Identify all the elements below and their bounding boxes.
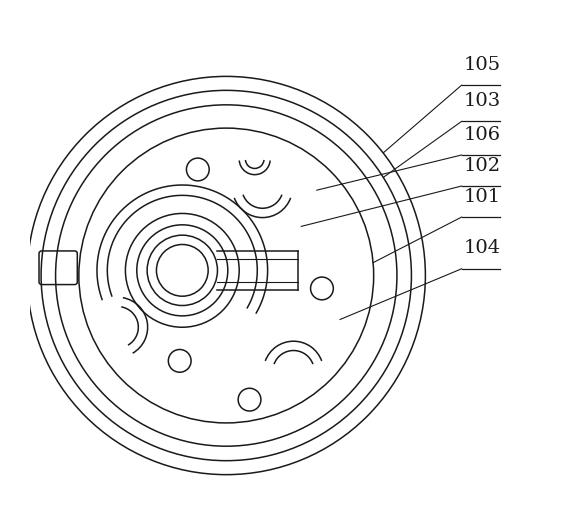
Text: 103: 103 (464, 92, 501, 110)
Text: 105: 105 (464, 56, 501, 74)
Text: 101: 101 (464, 188, 501, 206)
Text: 104: 104 (464, 239, 501, 257)
Text: 106: 106 (464, 126, 501, 144)
Text: 102: 102 (464, 157, 501, 175)
